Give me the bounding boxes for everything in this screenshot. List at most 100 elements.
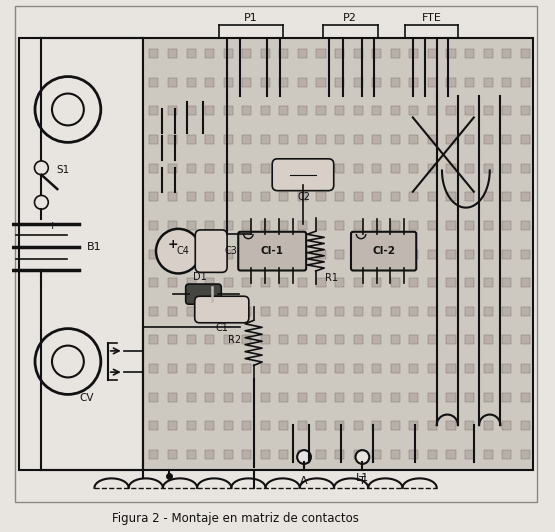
- Bar: [391, 135, 400, 144]
- Circle shape: [156, 229, 200, 273]
- Bar: [261, 393, 270, 402]
- Bar: [316, 221, 326, 230]
- Bar: [242, 106, 251, 115]
- Text: A: A: [300, 476, 308, 486]
- Bar: [279, 49, 289, 59]
- Bar: [149, 335, 158, 344]
- Bar: [298, 135, 307, 144]
- Bar: [410, 221, 418, 230]
- Bar: [224, 364, 233, 373]
- Bar: [335, 135, 344, 144]
- Bar: [149, 221, 158, 230]
- Text: +: +: [168, 238, 178, 251]
- Bar: [465, 193, 474, 201]
- Bar: [298, 78, 307, 87]
- Text: C4: C4: [176, 246, 189, 256]
- Bar: [391, 106, 400, 115]
- Bar: [168, 335, 177, 344]
- Bar: [279, 421, 289, 430]
- Bar: [521, 135, 530, 144]
- Bar: [335, 106, 344, 115]
- Bar: [224, 164, 233, 173]
- Bar: [502, 393, 511, 402]
- Bar: [261, 78, 270, 87]
- Circle shape: [35, 77, 101, 143]
- Bar: [149, 164, 158, 173]
- Bar: [335, 335, 344, 344]
- Bar: [261, 307, 270, 316]
- Bar: [205, 450, 214, 459]
- Bar: [354, 135, 362, 144]
- Text: CI-1: CI-1: [261, 246, 284, 256]
- Bar: [298, 278, 307, 287]
- Bar: [205, 221, 214, 230]
- Bar: [465, 364, 474, 373]
- Bar: [242, 250, 251, 259]
- Bar: [502, 307, 511, 316]
- Bar: [483, 335, 493, 344]
- Bar: [186, 250, 195, 259]
- Text: C3: C3: [225, 246, 238, 256]
- Bar: [483, 193, 493, 201]
- Bar: [261, 193, 270, 201]
- Bar: [428, 450, 437, 459]
- Text: Figura 2 - Montaje en matriz de contactos: Figura 2 - Montaje en matriz de contacto…: [112, 512, 359, 525]
- Bar: [149, 278, 158, 287]
- Bar: [483, 307, 493, 316]
- Text: B1: B1: [87, 243, 102, 252]
- Bar: [168, 193, 177, 201]
- Bar: [224, 307, 233, 316]
- Bar: [168, 49, 177, 59]
- Bar: [335, 164, 344, 173]
- Bar: [391, 250, 400, 259]
- Bar: [428, 421, 437, 430]
- Bar: [447, 307, 456, 316]
- Bar: [335, 421, 344, 430]
- Bar: [298, 164, 307, 173]
- Bar: [354, 250, 362, 259]
- Bar: [335, 307, 344, 316]
- Bar: [483, 164, 493, 173]
- Bar: [279, 164, 289, 173]
- Bar: [186, 164, 195, 173]
- Bar: [335, 393, 344, 402]
- Bar: [465, 164, 474, 173]
- Bar: [372, 421, 381, 430]
- Bar: [521, 450, 530, 459]
- Bar: [521, 106, 530, 115]
- Bar: [428, 164, 437, 173]
- Bar: [279, 393, 289, 402]
- Bar: [298, 49, 307, 59]
- Bar: [372, 278, 381, 287]
- Bar: [168, 164, 177, 173]
- Bar: [279, 450, 289, 459]
- Circle shape: [356, 450, 369, 464]
- Bar: [224, 393, 233, 402]
- Bar: [391, 221, 400, 230]
- Bar: [410, 78, 418, 87]
- Bar: [354, 221, 362, 230]
- Bar: [316, 193, 326, 201]
- Bar: [261, 335, 270, 344]
- Bar: [316, 106, 326, 115]
- Bar: [242, 135, 251, 144]
- Circle shape: [35, 329, 101, 394]
- Bar: [465, 49, 474, 59]
- Bar: [279, 106, 289, 115]
- Bar: [279, 364, 289, 373]
- Bar: [224, 49, 233, 59]
- Bar: [224, 193, 233, 201]
- Circle shape: [52, 94, 84, 126]
- Bar: [279, 335, 289, 344]
- Bar: [354, 307, 362, 316]
- Bar: [186, 49, 195, 59]
- Bar: [279, 193, 289, 201]
- Bar: [224, 450, 233, 459]
- Bar: [502, 450, 511, 459]
- Bar: [149, 364, 158, 373]
- Bar: [335, 193, 344, 201]
- Circle shape: [297, 450, 311, 464]
- Bar: [186, 221, 195, 230]
- Bar: [483, 106, 493, 115]
- Bar: [242, 364, 251, 373]
